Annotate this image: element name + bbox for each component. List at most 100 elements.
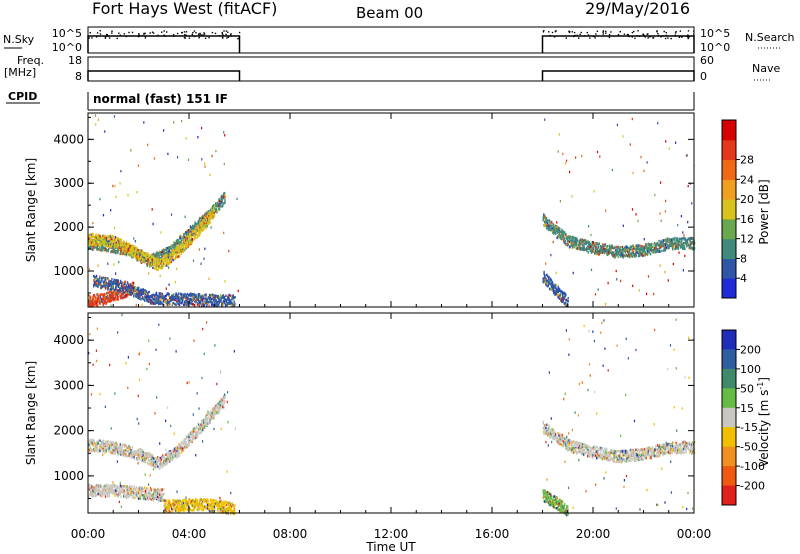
power-point [117,248,119,251]
power-point [198,301,200,304]
nsearch-point [152,32,155,34]
power-point [192,227,194,231]
velocity-point [126,455,128,458]
power-point [573,243,575,246]
nsearch-point [191,35,194,37]
power-point [131,244,133,248]
power-point [232,296,234,299]
power-point [590,249,592,253]
power-point [200,262,202,265]
power-point [185,137,187,140]
power-point [134,252,136,256]
power-point [209,173,211,177]
power-point [553,287,555,291]
power-point [572,240,574,243]
power-point [98,283,100,286]
velocity-point [130,455,133,458]
power-point [190,231,193,235]
power-point [218,296,221,299]
power-point [639,250,642,254]
power-point [688,246,690,250]
power-point [100,280,102,284]
power-point [546,280,548,283]
nsearch-point [634,37,636,39]
power-point [616,245,618,249]
power-panel-frame [87,112,695,308]
power-point [117,251,119,254]
power-point [623,250,625,253]
power-point [147,297,149,300]
nsearch-point [163,34,165,36]
power-point [148,272,150,275]
power-point [113,115,116,118]
power-point [561,290,563,294]
power-point [103,292,106,296]
velocity-point [117,448,119,451]
power-point [218,198,220,201]
nsearch-point [197,33,200,35]
power-point [631,117,633,121]
power-point [137,164,140,167]
power-point [153,302,155,305]
power-point [165,264,167,267]
power-point [108,240,110,243]
power-point [93,245,95,249]
power-point [545,219,547,222]
power-point [103,239,106,243]
power-point [203,304,205,307]
power-point [145,291,147,294]
power-point [191,233,193,236]
power-point [117,239,119,242]
power-point [145,290,148,293]
power-point [214,204,217,207]
power-point [592,241,594,244]
power-point [552,227,554,230]
power-point [594,251,597,255]
power-point [130,249,132,252]
power-point [603,248,605,251]
power-point [131,285,133,288]
power-point [181,246,183,250]
velocity-point [97,442,99,445]
power-point [202,223,204,227]
nsearch-point [555,30,557,32]
power-point [592,246,595,249]
power-point [109,291,111,294]
power-point [114,295,117,299]
power-point [157,301,159,304]
power-point [161,292,164,296]
velocity-point [121,450,123,453]
power-point [564,240,567,243]
power-point [157,253,159,257]
power-point [101,240,103,243]
nsearch-point [99,30,101,32]
power-point [174,247,176,251]
power-point [560,237,563,241]
power-point [645,252,648,256]
power-point [105,285,107,288]
velocity-point [155,465,157,468]
velocity-point [157,460,159,464]
power-point [205,218,208,222]
power-point [558,288,561,291]
power-point [131,256,133,259]
freq-series [87,70,695,81]
power-point [99,293,101,297]
power-point [99,238,102,241]
power-point [213,214,215,217]
power-point [654,249,656,252]
power-point [554,231,556,235]
power-point [196,225,198,228]
power-point [151,298,153,302]
power-point [179,241,182,244]
power-point [93,246,96,249]
power-point [178,240,180,243]
power-point [101,278,103,282]
nsearch-point [96,32,99,34]
power-point [89,236,92,239]
power-point [209,293,212,297]
power-point [595,249,597,252]
velocity-point [152,456,154,460]
power-point [175,254,177,258]
power-point [564,241,566,244]
